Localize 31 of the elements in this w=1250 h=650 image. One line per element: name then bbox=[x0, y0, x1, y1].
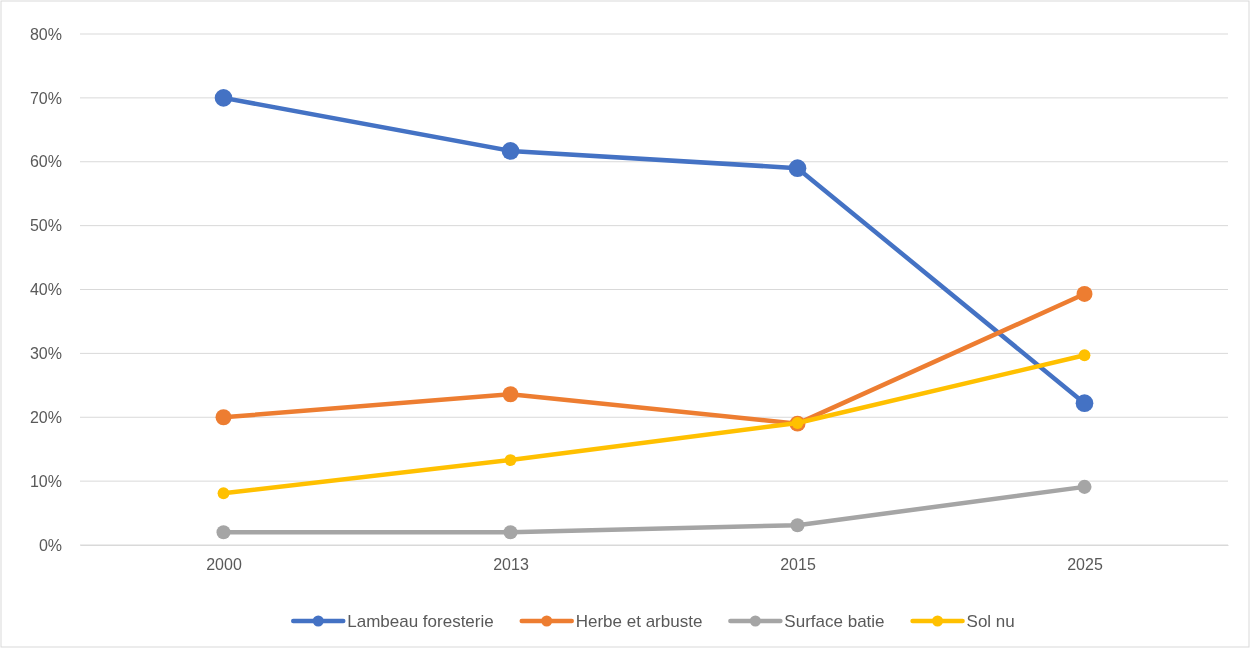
point bbox=[1078, 349, 1091, 362]
point bbox=[216, 525, 231, 540]
point bbox=[214, 89, 233, 107]
point bbox=[501, 142, 520, 160]
point bbox=[790, 518, 805, 533]
y-tick-label: 60% bbox=[29, 153, 62, 171]
point bbox=[1075, 394, 1094, 413]
x-tick-label: 2013 bbox=[493, 556, 529, 574]
point bbox=[215, 409, 232, 426]
y-tick-label: 70% bbox=[29, 89, 62, 107]
x-tick-label: 2000 bbox=[206, 556, 242, 574]
y-tick-label: 30% bbox=[29, 344, 62, 362]
x-tick-label: 2015 bbox=[780, 556, 816, 574]
legend-label: Surface batie bbox=[784, 612, 885, 631]
y-tick-label: 0% bbox=[38, 536, 62, 554]
point bbox=[503, 525, 518, 540]
y-tick-label: 80% bbox=[29, 25, 62, 43]
point bbox=[502, 386, 519, 403]
point bbox=[504, 454, 517, 466]
y-tick-label: 10% bbox=[29, 472, 62, 490]
point bbox=[788, 159, 807, 177]
legend-label: Herbe et arbuste bbox=[575, 612, 703, 631]
y-tick-label: 50% bbox=[29, 217, 62, 235]
x-tick-label: 2025 bbox=[1067, 556, 1103, 574]
legend-label: Lambeau foresterie bbox=[347, 612, 494, 631]
legend-label: Sol nu bbox=[966, 612, 1015, 631]
y-tick-label: 20% bbox=[29, 408, 62, 426]
point bbox=[217, 487, 230, 500]
y-tick-label: 40% bbox=[29, 281, 62, 299]
point bbox=[1077, 479, 1092, 494]
point bbox=[1076, 286, 1093, 302]
